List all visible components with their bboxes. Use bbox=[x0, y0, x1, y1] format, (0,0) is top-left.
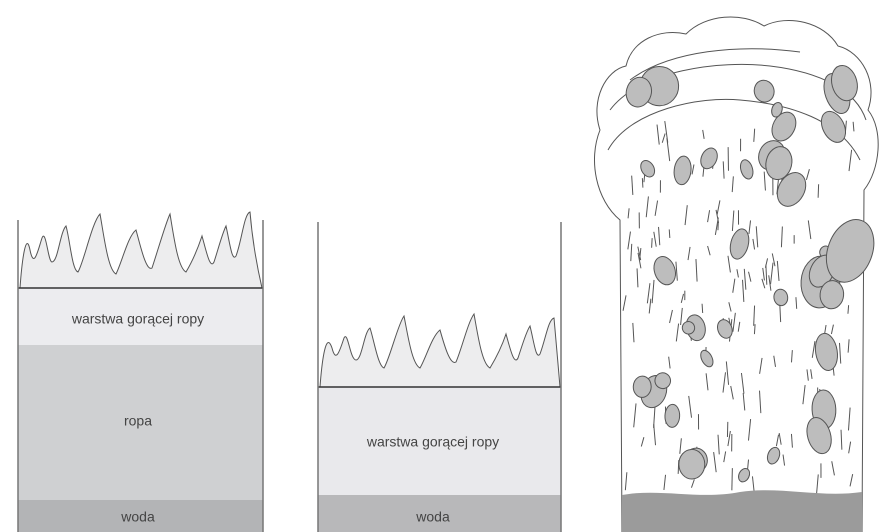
layer-label: warstwa gorącej ropy bbox=[366, 434, 499, 450]
debris-dash bbox=[652, 238, 653, 248]
flames bbox=[20, 212, 262, 288]
diagram: warstwa gorącej ropy ropa woda warstwa g… bbox=[0, 0, 881, 532]
layer-label: woda bbox=[415, 509, 450, 525]
debris-blob bbox=[678, 449, 705, 479]
tank-2: warstwa gorącej ropy woda bbox=[318, 222, 561, 532]
debris-dash bbox=[702, 304, 703, 313]
flames bbox=[320, 314, 560, 387]
layer-label: woda bbox=[120, 509, 155, 525]
boil-over bbox=[594, 17, 881, 532]
debris-dash bbox=[732, 468, 733, 490]
layer-label: warstwa gorącej ropy bbox=[71, 311, 204, 327]
debris-blob bbox=[665, 404, 681, 427]
layer-label: ropa bbox=[124, 413, 152, 429]
water-bottom bbox=[622, 490, 862, 532]
debris-dash bbox=[642, 178, 643, 188]
debris-dash bbox=[669, 229, 670, 237]
tank-1: warstwa gorącej ropy ropa woda bbox=[18, 212, 263, 532]
debris-blob bbox=[633, 376, 652, 398]
debris-dash bbox=[848, 305, 849, 314]
debris-dash bbox=[754, 324, 755, 334]
